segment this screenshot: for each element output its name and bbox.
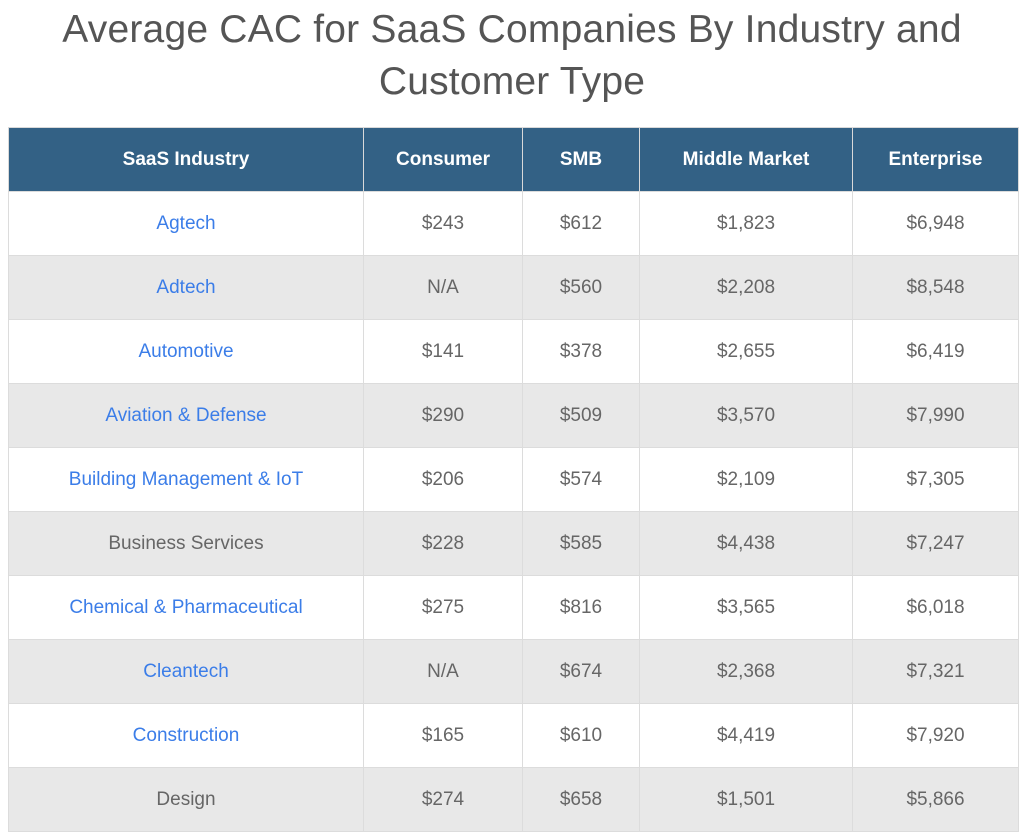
middle-market-cell: $3,565 [639, 575, 853, 640]
smb-cell: $574 [522, 447, 640, 512]
table-header: SaaS Industry Consumer SMB Middle Market… [8, 127, 1019, 192]
table-row: Agtech $243 $612 $1,823 $6,948 [8, 191, 1019, 256]
cac-table-container: SaaS Industry Consumer SMB Middle Market… [8, 127, 1019, 832]
table-body: Agtech $243 $612 $1,823 $6,948 Adtech N/A $560 $… [8, 191, 1019, 832]
middle-market-cell: $2,368 [639, 639, 853, 704]
enterprise-cell: $6,948 [852, 191, 1019, 256]
smb-cell: $585 [522, 511, 640, 576]
table-row: Construction $165 $610 $4,419 $7,920 [8, 703, 1019, 768]
enterprise-cell: $7,920 [852, 703, 1019, 768]
middle-market-cell: $1,823 [639, 191, 853, 256]
header-saas-industry: SaaS Industry [8, 127, 364, 192]
table-row: Building Management & IoT $206 $574 $2,109 $… [8, 447, 1019, 512]
consumer-cell: $228 [363, 511, 523, 576]
industry-link[interactable]: Agtech [156, 212, 216, 234]
consumer-cell: $290 [363, 383, 523, 448]
enterprise-cell: $6,419 [852, 319, 1019, 384]
table-row: Business Services $228 $585 $4,438 $7,247 [8, 511, 1019, 576]
header-smb: SMB [522, 127, 640, 192]
industry-link[interactable]: Building Management & IoT [68, 468, 304, 490]
header-row: SaaS Industry Consumer SMB Middle Market… [8, 127, 1019, 192]
middle-market-cell: $1,501 [639, 767, 853, 832]
enterprise-cell: $7,990 [852, 383, 1019, 448]
consumer-cell: $165 [363, 703, 523, 768]
consumer-cell: N/A [363, 639, 523, 704]
consumer-cell: $275 [363, 575, 523, 640]
smb-cell: $612 [522, 191, 640, 256]
smb-cell: $658 [522, 767, 640, 832]
smb-cell: $509 [522, 383, 640, 448]
table-row: Adtech N/A $560 $2,208 $8,548 [8, 255, 1019, 320]
middle-market-cell: $4,438 [639, 511, 853, 576]
industry-link[interactable]: Automotive [138, 340, 234, 362]
smb-cell: $610 [522, 703, 640, 768]
consumer-cell: $141 [363, 319, 523, 384]
consumer-cell: $206 [363, 447, 523, 512]
table-row: Cleantech N/A $674 $2,368 $7,321 [8, 639, 1019, 704]
industry-cell: Agtech [8, 191, 364, 256]
enterprise-cell: $7,247 [852, 511, 1019, 576]
smb-cell: $816 [522, 575, 640, 640]
industry-cell: Design [8, 767, 364, 832]
enterprise-cell: $7,305 [852, 447, 1019, 512]
table-row: Automotive $141 $378 $2,655 $6,419 [8, 319, 1019, 384]
industry-link[interactable]: Construction [132, 724, 240, 746]
industry-cell: Chemical & Pharmaceutical [8, 575, 364, 640]
middle-market-cell: $3,570 [639, 383, 853, 448]
industry-cell: Aviation & Defense [8, 383, 364, 448]
smb-cell: $674 [522, 639, 640, 704]
industry-cell: Automotive [8, 319, 364, 384]
header-consumer: Consumer [363, 127, 523, 192]
industry-cell: Adtech [8, 255, 364, 320]
industry-cell: Cleantech [8, 639, 364, 704]
smb-cell: $560 [522, 255, 640, 320]
consumer-cell: $243 [363, 191, 523, 256]
industry-link[interactable]: Adtech [156, 276, 216, 298]
enterprise-cell: $8,548 [852, 255, 1019, 320]
industry-label: Business Services [108, 532, 264, 554]
industry-link[interactable]: Aviation & Defense [105, 404, 267, 426]
consumer-cell: $274 [363, 767, 523, 832]
industry-cell: Business Services [8, 511, 364, 576]
industry-cell: Building Management & IoT [8, 447, 364, 512]
enterprise-cell: $5,866 [852, 767, 1019, 832]
industry-label: Design [156, 788, 216, 810]
industry-link[interactable]: Cleantech [143, 660, 229, 682]
enterprise-cell: $6,018 [852, 575, 1019, 640]
table-row: Design $274 $658 $1,501 $5,866 [8, 767, 1019, 832]
industry-link[interactable]: Chemical & Pharmaceutical [69, 596, 303, 618]
page-title: Average CAC for SaaS Companies By Indust… [62, 8, 962, 103]
consumer-cell: N/A [363, 255, 523, 320]
middle-market-cell: $2,655 [639, 319, 853, 384]
middle-market-cell: $2,109 [639, 447, 853, 512]
table-row: Chemical & Pharmaceutical $275 $816 $3,565 $… [8, 575, 1019, 640]
enterprise-cell: $7,321 [852, 639, 1019, 704]
middle-market-cell: $4,419 [639, 703, 853, 768]
table-row: Aviation & Defense $290 $509 $3,570 $7,990 [8, 383, 1019, 448]
cac-table: SaaS Industry Consumer SMB Middle Market… [8, 127, 1019, 832]
header-enterprise: Enterprise [852, 127, 1019, 192]
smb-cell: $378 [522, 319, 640, 384]
industry-cell: Construction [8, 703, 364, 768]
header-middle-market: Middle Market [639, 127, 853, 192]
middle-market-cell: $2,208 [639, 255, 853, 320]
